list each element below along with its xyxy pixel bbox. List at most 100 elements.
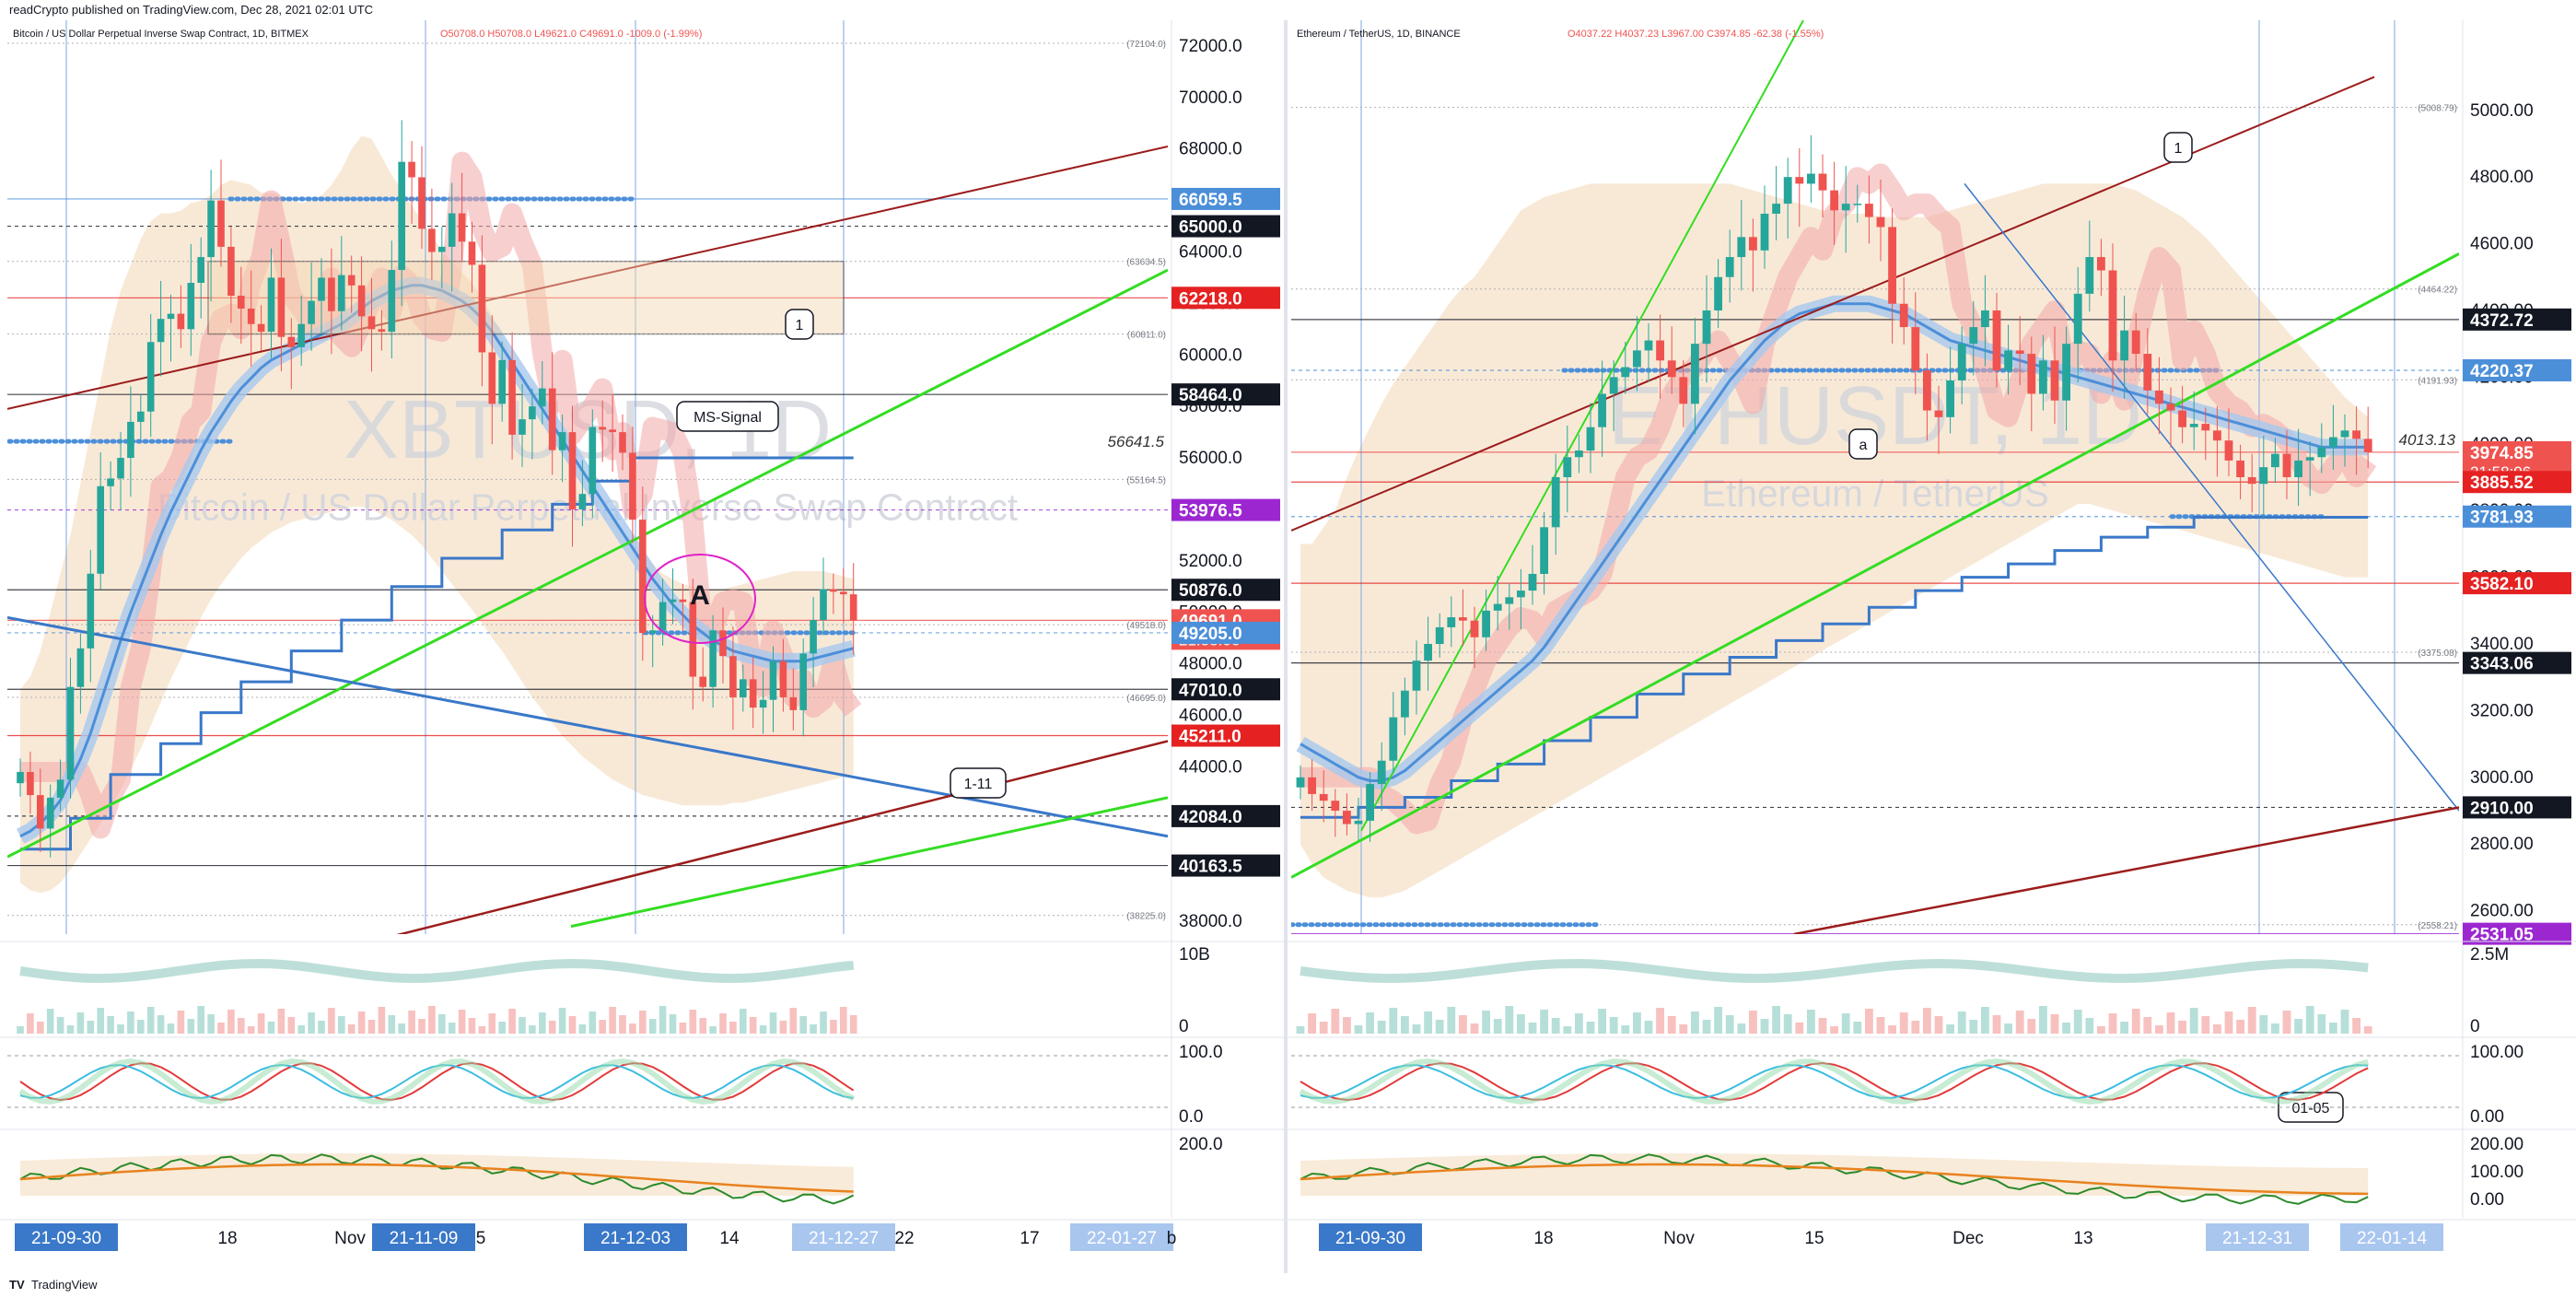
candle-body[interactable] — [779, 661, 787, 697]
candle-body[interactable] — [1969, 327, 1978, 345]
price-label-box[interactable] — [1171, 621, 1280, 644]
time-label-box[interactable] — [792, 1223, 895, 1251]
candle-body[interactable] — [1354, 820, 1363, 824]
candle-body[interactable] — [1841, 204, 1850, 211]
trend-line[interactable] — [1793, 806, 2459, 934]
candle-body[interactable] — [1505, 597, 1514, 604]
candle-body[interactable] — [769, 661, 777, 700]
candle-body[interactable] — [1795, 177, 1804, 184]
time-label-box[interactable] — [584, 1223, 687, 1251]
candle-body[interactable] — [46, 797, 54, 829]
candle-body[interactable] — [2328, 437, 2337, 448]
candle-body[interactable] — [1911, 327, 1920, 371]
candle-body[interactable] — [318, 277, 325, 301]
candle-body[interactable] — [478, 264, 486, 353]
candle-body[interactable] — [97, 485, 105, 574]
price-label-box[interactable] — [2463, 471, 2571, 494]
candle-body[interactable] — [2038, 360, 2047, 394]
candle-body[interactable] — [1737, 237, 1746, 258]
candle-body[interactable] — [719, 630, 727, 657]
candle-body[interactable] — [197, 257, 205, 284]
candle-body[interactable] — [1632, 350, 1641, 368]
candle-body[interactable] — [247, 308, 255, 324]
panel-divider[interactable] — [1284, 20, 1288, 1273]
candle-body[interactable] — [27, 771, 34, 796]
candle-body[interactable] — [749, 679, 757, 708]
candle-body[interactable] — [227, 246, 235, 296]
candle-body[interactable] — [1470, 620, 1479, 637]
candle-body[interactable] — [1830, 190, 1839, 211]
candle-body[interactable] — [498, 359, 507, 404]
candle-body[interactable] — [2050, 360, 2059, 401]
candle-body[interactable] — [1598, 393, 1607, 427]
candle-body[interactable] — [1690, 344, 1699, 404]
candle-body[interactable] — [1331, 801, 1340, 812]
candle-body[interactable] — [1992, 310, 2001, 371]
candle-body[interactable] — [759, 699, 767, 708]
candle-body[interactable] — [568, 432, 577, 509]
candle-body[interactable] — [408, 161, 415, 178]
candle-body[interactable] — [1760, 213, 1769, 251]
candle-body[interactable] — [2004, 350, 2013, 371]
candle-body[interactable] — [529, 406, 536, 420]
candle-body[interactable] — [157, 319, 165, 343]
candle-body[interactable] — [287, 336, 296, 347]
candle-body[interactable] — [1876, 216, 1885, 228]
candle-body[interactable] — [1296, 777, 1305, 788]
candle-body[interactable] — [2294, 460, 2303, 477]
candle-body[interactable] — [136, 411, 145, 422]
candle-body[interactable] — [1482, 610, 1491, 637]
trend-line[interactable] — [1964, 182, 2459, 812]
candle-body[interactable] — [659, 602, 667, 631]
candle-body[interactable] — [1853, 204, 1862, 205]
candle-body[interactable] — [56, 779, 64, 798]
candle-body[interactable] — [1772, 204, 1781, 214]
candle-body[interactable] — [619, 432, 626, 453]
candle-body[interactable] — [1377, 760, 1386, 785]
candle-body[interactable] — [849, 594, 857, 621]
candle-body[interactable] — [839, 591, 847, 595]
candle-body[interactable] — [217, 200, 225, 247]
candle-body[interactable] — [2224, 440, 2233, 461]
candle-body[interactable] — [629, 452, 636, 520]
candle-body[interactable] — [2363, 439, 2372, 452]
trend-line[interactable] — [350, 740, 1168, 947]
candle-body[interactable] — [117, 458, 124, 479]
candle-body[interactable] — [36, 795, 44, 829]
price-label-box[interactable] — [1171, 498, 1280, 521]
candle-body[interactable] — [2212, 430, 2221, 441]
candle-body[interactable] — [437, 246, 446, 252]
candle-body[interactable] — [388, 270, 396, 333]
candle-body[interactable] — [2073, 293, 2082, 345]
candle-body[interactable] — [739, 679, 747, 697]
trend-line[interactable] — [7, 268, 1168, 859]
candle-body[interactable] — [1922, 370, 1931, 411]
callout-box[interactable] — [1848, 428, 1878, 460]
candle-body[interactable] — [17, 771, 24, 784]
callout-box[interactable] — [676, 401, 779, 432]
candle-body[interactable] — [207, 200, 215, 258]
candle-body[interactable] — [76, 648, 85, 687]
candle-body[interactable] — [468, 241, 476, 265]
candle-body[interactable] — [87, 573, 95, 649]
price-label-box[interactable] — [1171, 804, 1280, 827]
candle-body[interactable] — [1540, 527, 1549, 574]
candle-body[interactable] — [127, 421, 134, 459]
candle-body[interactable] — [146, 342, 155, 412]
candle-body[interactable] — [1980, 310, 1989, 328]
price-label-box[interactable] — [1171, 215, 1280, 238]
time-label-box[interactable] — [2206, 1223, 2309, 1251]
candle-body[interactable] — [2352, 430, 2361, 439]
candle-body[interactable] — [66, 686, 75, 780]
price-label-box[interactable] — [1171, 579, 1280, 602]
candle-body[interactable] — [347, 275, 356, 286]
candle-body[interactable] — [689, 602, 697, 677]
candle-body[interactable] — [167, 313, 175, 320]
chart-panel-btc[interactable]: XBTUSD, 1D Bitcoin / US Dollar Perpetual … — [0, 20, 1284, 1273]
candle-body[interactable] — [1447, 617, 1456, 627]
candle-body[interactable] — [398, 161, 406, 271]
candle-body[interactable] — [2201, 424, 2210, 431]
candle-body[interactable] — [578, 494, 587, 509]
